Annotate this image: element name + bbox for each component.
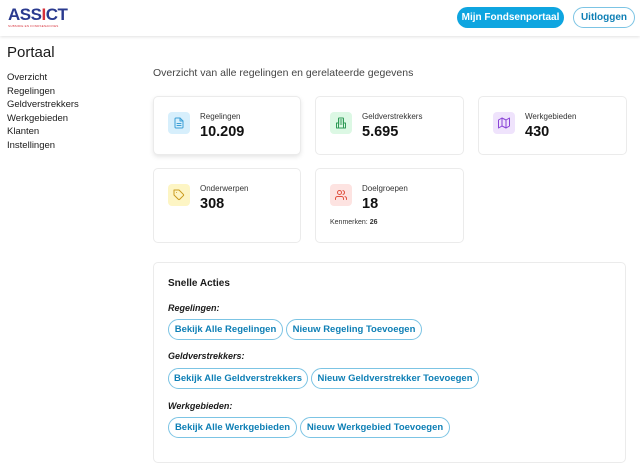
group-label-regelingen: Regelingen: [168, 303, 220, 313]
sidebar-item-overzicht[interactable]: Overzicht [7, 72, 48, 83]
sidebar-item-geldverstrekkers[interactable]: Geldverstrekkers [7, 99, 79, 111]
view-all-werkgebieden-button[interactable]: Bekijk Alle Werkgebieden [168, 417, 297, 438]
group-label-werkgebieden: Werkgebieden: [168, 401, 233, 411]
quick-actions-panel: Snelle Acties Regelingen: Bekijk Alle Re… [153, 262, 626, 463]
sidebar-item-instellingen[interactable]: Instellingen [7, 139, 56, 151]
stat-label: Geldverstrekkers [362, 112, 423, 121]
sidebar-item-klanten[interactable]: Klanten [7, 126, 40, 138]
sidebar-item-werkgebieden[interactable]: Werkgebieden [7, 112, 69, 124]
view-all-geldverstrekkers-button[interactable]: Bekijk Alle Geldverstrekkers [168, 368, 308, 389]
stat-value: 5.695 [362, 124, 399, 140]
mijn-fondsenportaal-button[interactable]: Mijn Fondsenportaal [457, 7, 564, 28]
sidebar-item-regelingen[interactable]: Regelingen [7, 85, 56, 97]
group-label-geldverstrekkers: Geldverstrekkers: [168, 351, 245, 361]
quick-actions-title: Snelle Acties [168, 278, 230, 289]
kenmerken-value: 26 [369, 219, 378, 226]
top-header: ASSICT SUBSIDIE EN FONDSENADVIES Mijn Fo… [0, 0, 640, 36]
stat-label: Werkgebieden [525, 112, 577, 121]
add-geldverstrekker-button[interactable]: Nieuw Geldverstrekker Toevoegen [311, 368, 479, 389]
stat-value: 430 [525, 124, 550, 140]
logout-button[interactable]: Uitloggen [573, 7, 635, 28]
stat-card-regelingen[interactable]: Regelingen 10.209 [153, 96, 301, 155]
stat-card-geldverstrekkers[interactable]: Geldverstrekkers 5.695 [315, 96, 464, 155]
stat-card-werkgebieden[interactable]: Werkgebieden 430 [478, 96, 627, 155]
document-icon [168, 112, 190, 134]
assict-logo[interactable]: ASSICT SUBSIDIE EN FONDSENADVIES [8, 6, 68, 30]
stat-label: Onderwerpen [200, 184, 249, 193]
sidebar: Portaal Overzicht Regelingen Geldverstre… [7, 44, 137, 153]
sidebar-title: Portaal [7, 44, 55, 61]
stat-value: 308 [200, 196, 225, 212]
tag-icon [168, 184, 190, 206]
kenmerken-label: Kenmerken: [330, 219, 368, 226]
stat-value: 10.209 [200, 124, 245, 140]
stat-label: Doelgroepen [362, 184, 408, 193]
add-werkgebied-button[interactable]: Nieuw Werkgebied Toevoegen [300, 417, 450, 438]
kenmerken-count: Kenmerken: 26 [330, 219, 378, 226]
stat-card-onderwerpen[interactable]: Onderwerpen 308 [153, 168, 301, 243]
logo-text: ASSICT [8, 5, 68, 24]
users-icon [330, 184, 352, 206]
building-icon [330, 112, 352, 134]
stat-label: Regelingen [200, 112, 241, 121]
map-icon [493, 112, 515, 134]
page-subtitle: Overzicht van alle regelingen en gerelat… [153, 67, 414, 79]
stat-card-doelgroepen[interactable]: Doelgroepen 18 Kenmerken: 26 [315, 168, 464, 243]
view-all-regelingen-button[interactable]: Bekijk Alle Regelingen [168, 319, 283, 340]
add-regeling-button[interactable]: Nieuw Regeling Toevoegen [286, 319, 422, 340]
logo-subtitle: SUBSIDIE EN FONDSENADVIES [8, 24, 59, 28]
stat-value: 18 [362, 196, 379, 212]
